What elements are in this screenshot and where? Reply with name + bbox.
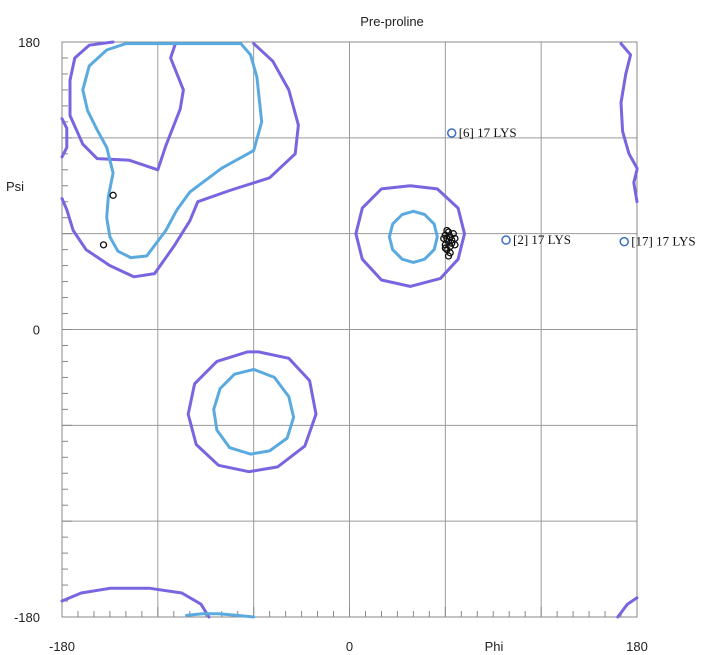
data-point [449,230,457,238]
allowed-contour [619,42,639,170]
allowed-contour [354,184,466,288]
x-tick-label: 180 [626,639,648,654]
outlier-label: [6] 17 LYS [459,125,517,140]
data-point [443,226,451,235]
allowed-contour [616,596,639,619]
x-axis-label: Phi [485,639,504,654]
allowed-contour [186,350,318,474]
chart-title: Pre-proline [360,14,424,29]
favored-contour [387,209,439,264]
data-point [444,228,453,236]
allowed-contour [632,168,639,204]
y-tick-label: -180 [14,610,40,625]
y-tick-label: 0 [33,323,40,338]
data-point [440,234,448,243]
tick-labels: -180 0 180 180 0 -180 [14,35,648,654]
data-points [99,191,459,260]
data-point [441,244,449,252]
data-point [451,241,459,249]
grid-lines [62,42,637,617]
favored-contour [212,367,296,456]
outlier-point [501,235,511,245]
data-point [444,252,453,260]
allowed-contour [60,42,300,279]
minor-ticks [62,57,622,617]
data-point [99,241,108,249]
outlier-point [619,236,629,247]
allowed-contour [68,40,185,172]
y-axis-label: Psi [6,179,24,194]
data-point [109,191,117,199]
y-tick-label: 180 [18,35,40,50]
x-tick-label: 0 [346,639,353,654]
plot-frame [61,41,638,618]
favored-contour [81,42,264,260]
contours [60,40,639,619]
favored-contour [185,612,256,619]
outlier-point [446,128,457,138]
x-tick-label: -180 [49,639,75,654]
outlier-label: [17] 17 LYS [631,234,695,249]
outlier-label: [2] 17 LYS [513,232,571,247]
outlier-points: [6] 17 LYS [2] 17 LYS [17] 17 LYS [446,125,696,249]
allowed-contour [60,586,211,619]
allowed-contour [60,117,69,159]
